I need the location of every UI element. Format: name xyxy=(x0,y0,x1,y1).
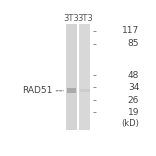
Text: 3T3: 3T3 xyxy=(77,14,93,23)
Text: 117: 117 xyxy=(122,26,139,35)
Bar xyxy=(80,89,90,92)
Text: 19: 19 xyxy=(128,108,139,117)
Text: 34: 34 xyxy=(128,83,139,92)
Bar xyxy=(67,88,76,93)
Text: RAD51: RAD51 xyxy=(22,86,52,95)
Text: (kD): (kD) xyxy=(121,119,139,128)
Text: 85: 85 xyxy=(128,39,139,49)
Text: 48: 48 xyxy=(128,71,139,80)
Bar xyxy=(79,24,90,130)
Text: 26: 26 xyxy=(128,96,139,105)
Bar xyxy=(66,24,77,130)
Text: 3T3: 3T3 xyxy=(64,14,79,23)
